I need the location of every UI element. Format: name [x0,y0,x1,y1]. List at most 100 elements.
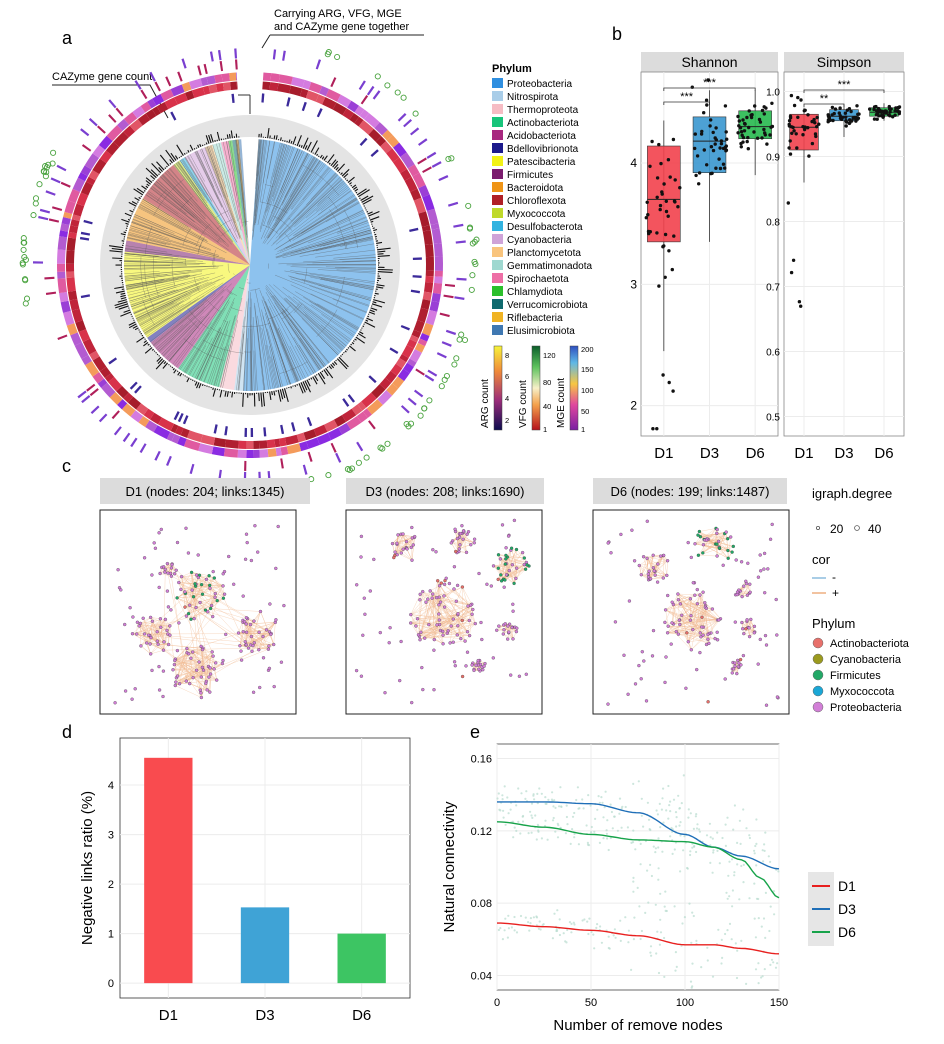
sample-point-D3 [828,118,832,123]
connectivity-point [767,855,770,858]
outer-ring-tick [50,177,61,184]
network-node [183,590,187,594]
connectivity-point [730,858,734,861]
vfg-ring-segment [379,377,392,390]
vfg-tick-80: 80 [543,378,551,387]
sample-point-D3 [847,107,852,111]
network-node [775,695,780,699]
connectivity-point [742,808,745,811]
sample-point-D1 [787,119,792,123]
network-node [715,527,719,532]
connectivity-point [705,834,709,837]
network-node [272,642,276,647]
sample-point-D1 [650,139,654,144]
mge-ring-segment [397,368,410,382]
mge-ring-segment [337,94,352,108]
sample-point-D1 [664,209,669,214]
network-phylum-swatch [812,701,824,713]
network-node [161,694,165,699]
vfg-colorbar: VFG count 120 80 40 1 [518,345,556,434]
all-genes-marker [421,405,428,412]
mge-ring-segment [61,216,71,226]
connectivity-point [624,916,627,919]
sample-point-D3 [705,163,709,167]
network-node [194,605,198,610]
outer-ring-tick [38,215,49,221]
sample-point-D1 [646,213,650,217]
arg-colorbar-label: ARG count [480,379,491,428]
connectivity-point [679,821,682,824]
connectivity-point [598,841,602,845]
connectivity-point [640,929,644,933]
network-node [756,575,761,579]
network-node [128,606,132,610]
sample-point-D1 [787,124,792,128]
network-node [503,578,507,582]
network-node [441,629,445,634]
connectivity-point [725,891,728,894]
network-node [204,681,208,686]
vfg-ring-segment [278,437,287,447]
network-d6 [606,519,780,707]
sample-point-D1 [797,300,802,304]
all-genes-marker [363,454,370,461]
mge-ring-segment [270,73,280,83]
panel-letter-a: a [62,28,73,48]
sample-point-D3 [695,154,700,158]
sample-point-D1 [795,146,799,150]
connectivity-point [772,961,775,964]
bar-D3 [240,907,290,984]
connectivity-point [544,819,547,822]
annotation-top-line2: and CAZyme gene together [274,21,409,33]
connectivity-point [504,917,507,920]
network-node [220,661,225,666]
mge-ring-segment [183,438,201,451]
connectivity-point [754,844,757,848]
all-genes-marker [426,397,433,404]
vfg-ring-segment [385,370,397,383]
network-node [525,563,529,567]
network-node [221,658,225,663]
connectivity-point [734,942,737,945]
sample-point-D3 [719,142,724,146]
network-node [414,624,418,628]
network-node [701,543,706,547]
connectivity-point [556,836,560,839]
network-node [606,702,610,706]
network-node [252,641,256,645]
sample-point-D1 [790,131,794,135]
network-node [437,612,441,616]
connectivity-point [598,801,602,804]
vfg-ring-segment [284,434,299,446]
connectivity-point [558,933,562,937]
mge-ring-segment [433,243,443,257]
vfg-ring-segment [164,97,178,110]
connectivity-point [568,921,572,924]
network-node [175,674,180,678]
mge-ring-segment [275,447,282,457]
network-node [646,572,650,576]
network-node [133,687,137,691]
all-genes-marker [412,110,419,117]
network-node [744,627,748,631]
sig-label-d1-d6: *** [703,77,717,89]
connectivity-point [727,874,730,877]
connectivity-point [712,849,715,852]
connectivity-point [753,852,756,855]
sample-point-D1 [660,192,664,196]
connectivity-point [551,937,555,940]
arg-ring-tick [368,375,377,384]
connectivity-point [760,976,763,979]
network-node [460,585,465,589]
connectivity-point [686,866,689,870]
mge-ring-segment [253,449,260,458]
connectivity-point [565,815,569,819]
vfg-ring-segment [380,141,393,154]
connectivity-point [769,905,772,908]
sample-point-D1 [647,231,651,236]
connectivity-point [683,835,686,838]
connectivity-point [667,784,670,788]
connectivity-point [732,828,735,831]
network-node [764,643,769,647]
connectivity-point [565,804,568,807]
